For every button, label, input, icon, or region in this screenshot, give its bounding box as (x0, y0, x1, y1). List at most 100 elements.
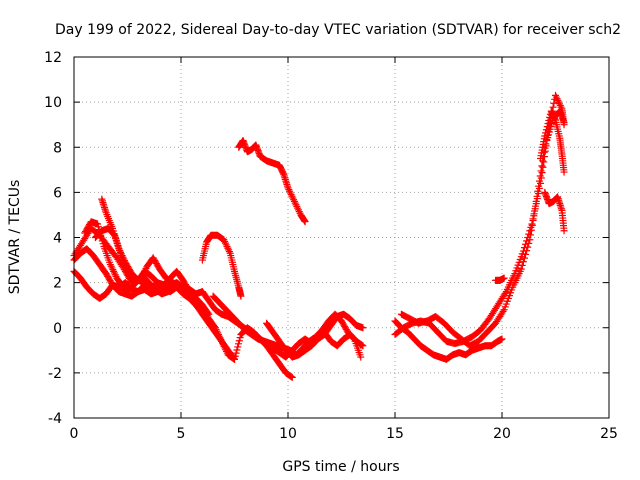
data-point (519, 258, 527, 266)
data-point (290, 197, 298, 205)
data-point (111, 271, 119, 279)
data-point (118, 253, 126, 261)
data-point (552, 93, 560, 101)
data-point (349, 333, 357, 341)
data-point (359, 342, 367, 350)
data-point (234, 343, 242, 351)
data-point (357, 353, 365, 361)
data-point (520, 254, 528, 262)
series-track15 (541, 188, 568, 235)
y-tick-label: 2 (53, 276, 62, 292)
y-tick-label: 0 (53, 321, 62, 337)
x-tick-label: 20 (493, 426, 511, 442)
data-point (221, 237, 229, 245)
data-point (236, 334, 244, 342)
data-point (534, 187, 542, 195)
data-point (499, 307, 507, 315)
y-tick-label: -4 (48, 411, 62, 427)
data-point (553, 95, 561, 103)
data-point (136, 276, 144, 284)
data-point (536, 172, 544, 180)
y-tick-label: 8 (53, 140, 62, 156)
data-point (120, 258, 128, 266)
data-point (535, 177, 543, 185)
data-point (522, 250, 530, 258)
data-point (119, 255, 127, 263)
series-track8 (235, 136, 309, 226)
data-point (140, 270, 148, 278)
data-point (221, 239, 229, 247)
data-point (545, 116, 553, 124)
data-point (225, 248, 233, 256)
data-point (294, 204, 302, 212)
data-point (539, 163, 547, 171)
x-tick-label: 25 (600, 426, 618, 442)
data-point (518, 261, 526, 269)
data-point (287, 191, 295, 199)
data-point (289, 194, 297, 202)
data-point (175, 281, 183, 289)
data-point (530, 212, 538, 220)
data-point (557, 103, 565, 111)
data-point (109, 266, 117, 274)
data-point (137, 275, 145, 283)
data-point (106, 261, 114, 269)
data-point (526, 236, 534, 244)
chart-title: Day 199 of 2022, Sidereal Day-to-day VTE… (55, 22, 621, 38)
data-point (531, 207, 539, 215)
data-point (117, 252, 125, 260)
data-point (107, 262, 115, 270)
data-point (538, 162, 546, 170)
data-point (359, 324, 367, 332)
x-axis-ticks: 0 5 10 15 20 25 (70, 57, 618, 442)
data-point (542, 129, 550, 137)
data-point (288, 192, 296, 200)
data-point (527, 231, 535, 239)
data-point (528, 221, 536, 229)
y-tick-label: 10 (44, 95, 62, 111)
grid-lines (74, 57, 609, 418)
data-point (525, 239, 533, 247)
data-point (498, 335, 506, 343)
data-point (288, 373, 296, 381)
data-point (555, 98, 563, 106)
data-point (544, 120, 552, 128)
y-tick-label: -2 (48, 366, 62, 382)
data-point (231, 352, 239, 360)
data-point (223, 243, 231, 251)
series-track13 (397, 91, 568, 350)
x-tick-label: 10 (279, 426, 297, 442)
data-point (554, 96, 562, 104)
data-point (290, 196, 298, 204)
data-point (235, 340, 243, 348)
data-point (543, 123, 551, 131)
data-point (109, 230, 117, 238)
data-point (291, 199, 299, 207)
data-point (220, 236, 228, 244)
data-point (293, 202, 301, 210)
data-point (286, 187, 294, 195)
data-point (560, 168, 568, 176)
data-point (560, 227, 568, 235)
data-point (119, 257, 127, 265)
data-point (140, 268, 148, 276)
data-point (556, 102, 564, 110)
data-point (294, 206, 302, 214)
data-point (541, 132, 549, 140)
data-point (108, 264, 116, 272)
data-point (232, 349, 240, 357)
data-point (222, 241, 230, 249)
y-tick-label: 12 (44, 50, 62, 66)
data-point (301, 218, 309, 226)
data-point (110, 230, 118, 238)
x-tick-label: 5 (177, 426, 186, 442)
x-axis-label: GPS time / hours (282, 459, 399, 475)
data-point (141, 266, 149, 274)
series-track7 (198, 231, 245, 300)
data-point (527, 226, 535, 234)
data-point (517, 265, 525, 273)
y-axis-ticks: -4 -2 0 2 4 6 8 10 12 (44, 50, 609, 427)
data-point (121, 260, 129, 268)
y-tick-label: 6 (53, 185, 62, 201)
